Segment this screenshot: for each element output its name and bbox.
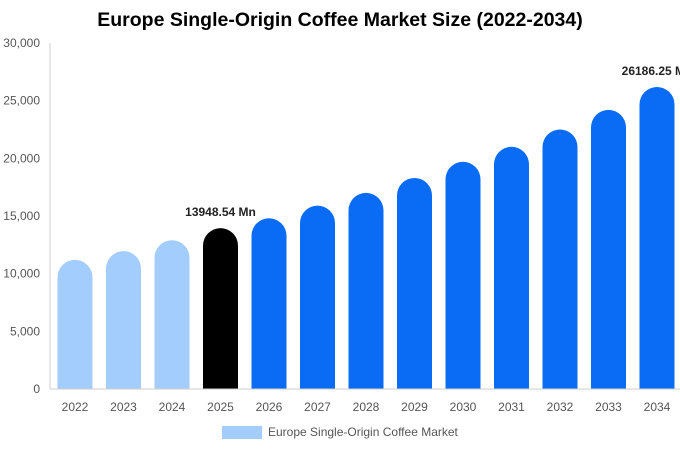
bar-2034 (639, 86, 675, 389)
x-tick-label: 2026 (256, 400, 283, 414)
y-tick-label: 5,000 (10, 324, 40, 338)
y-tick-label: 10,000 (3, 267, 40, 281)
bar-2032 (542, 129, 578, 389)
y-tick-label: 20,000 (3, 151, 40, 165)
legend: Europe Single-Origin Coffee Market (222, 425, 458, 439)
bar-2026 (251, 218, 287, 389)
y-tick-label: 25,000 (3, 94, 40, 108)
bar-2030 (445, 161, 481, 389)
x-tick-label: 2033 (595, 400, 622, 414)
x-tick-label: 2025 (207, 400, 234, 414)
x-tick-label: 2029 (401, 400, 428, 414)
chart-title: Europe Single-Origin Coffee Market Size … (97, 9, 583, 31)
x-axis: 2022 2023 2024 2025 2026 2027 2028 2029 2030 2031… (50, 388, 680, 414)
data-label-2034: 26186.25 Mn (622, 64, 680, 78)
x-tick-label: 2031 (498, 400, 525, 414)
x-tick-label: 2030 (450, 400, 477, 414)
bar-2028 (348, 192, 384, 389)
bar-2027 (300, 205, 335, 389)
x-tick-label: 2023 (110, 400, 137, 414)
legend-label: Europe Single-Origin Coffee Market (268, 425, 458, 439)
bar-2022 (57, 259, 93, 389)
bars (57, 86, 675, 389)
legend-swatch (222, 425, 262, 439)
bar-2031 (494, 146, 529, 389)
y-tick-label: 15,000 (3, 209, 40, 223)
x-tick-label: 2032 (547, 400, 574, 414)
x-tick-label: 2034 (644, 400, 671, 414)
x-tick-label: 2028 (353, 400, 380, 414)
y-tick-label: 30,000 (3, 36, 40, 50)
bar-2025 (203, 228, 238, 389)
bar-2029 (397, 177, 432, 389)
bar-2033 (591, 109, 626, 389)
data-label-2025: 13948.54 Mn (185, 205, 256, 219)
x-tick-label: 2024 (159, 400, 186, 414)
x-tick-label: 2027 (304, 400, 331, 414)
x-tick-label: 2022 (62, 400, 89, 414)
bar-2023 (106, 251, 141, 389)
y-axis: 0 5,000 10,000 15,000 20,000 25,000 30,000 (3, 36, 51, 396)
data-labels: 13948.54 Mn 26186.25 Mn (185, 64, 680, 219)
y-tick-label: 0 (33, 382, 40, 396)
bar-2024 (154, 240, 190, 389)
